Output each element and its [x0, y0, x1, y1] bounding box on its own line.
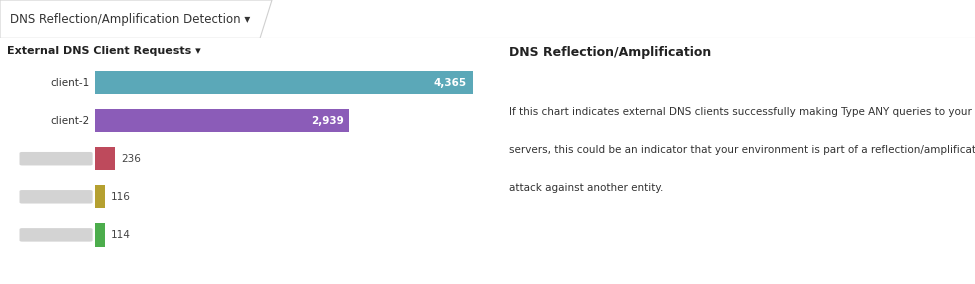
Bar [96, 71, 473, 94]
Text: 114: 114 [111, 230, 131, 240]
Text: DNS Reflection/Amplification Detection ▾: DNS Reflection/Amplification Detection ▾ [10, 13, 251, 26]
Text: client-1: client-1 [50, 78, 90, 87]
Text: External DNS Client Requests ▾: External DNS Client Requests ▾ [8, 46, 201, 56]
Polygon shape [0, 0, 272, 38]
Text: 116: 116 [111, 192, 131, 202]
Text: 4,365: 4,365 [434, 78, 467, 87]
FancyBboxPatch shape [20, 152, 93, 166]
Text: attack against another entity.: attack against another entity. [509, 183, 663, 193]
Bar [96, 109, 349, 132]
Text: DNS Reflection/Amplification: DNS Reflection/Amplification [509, 46, 711, 59]
Text: If this chart indicates external DNS clients successfully making Type ANY querie: If this chart indicates external DNS cli… [509, 107, 975, 117]
Text: 236: 236 [121, 154, 141, 164]
Text: servers, this could be an indicator that your environment is part of a reflectio: servers, this could be an indicator that… [509, 145, 975, 155]
Text: 2,939: 2,939 [311, 116, 343, 126]
Bar [96, 147, 115, 170]
Bar [96, 185, 105, 208]
Text: client-2: client-2 [50, 116, 90, 126]
Bar [96, 223, 105, 247]
FancyBboxPatch shape [20, 190, 93, 204]
FancyBboxPatch shape [20, 228, 93, 242]
